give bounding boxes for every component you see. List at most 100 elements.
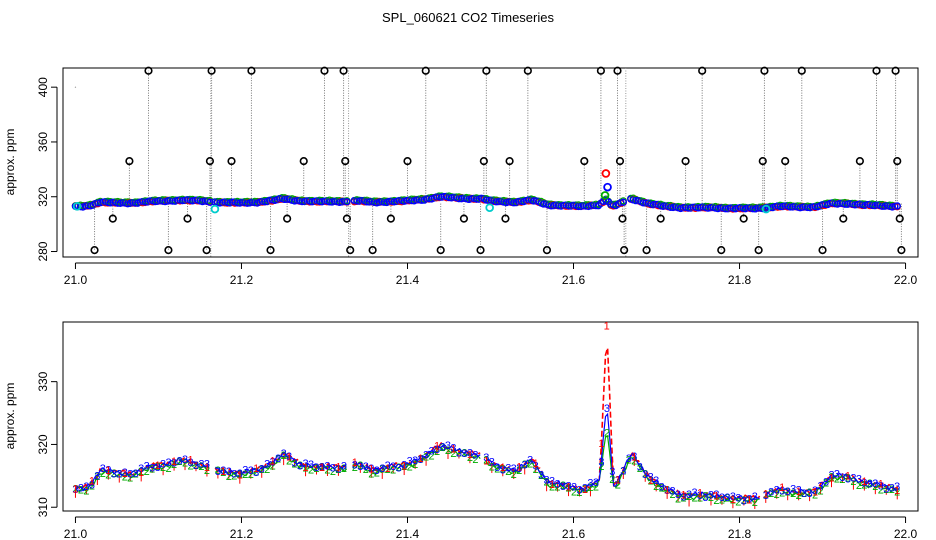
series2-marker: 2	[292, 459, 298, 471]
series1-marker: 1	[122, 468, 128, 480]
series2-marker: 2	[242, 469, 248, 481]
series2-marker: 2	[275, 453, 281, 465]
spike-point	[108, 214, 117, 223]
series3-marker: 3	[861, 478, 867, 490]
series2-marker: 2	[385, 464, 391, 476]
series3-marker: 3	[785, 486, 791, 498]
series3-marker: 3	[396, 463, 402, 475]
series2-marker: 2	[374, 467, 380, 479]
series3-marker: 3	[390, 461, 396, 473]
spike-point	[320, 66, 329, 75]
series3-marker: 3	[483, 452, 489, 464]
series1-marker: 1	[105, 465, 111, 477]
series1-marker: 1	[549, 479, 555, 491]
series1-marker: 1	[533, 458, 539, 470]
highlight-point	[603, 182, 612, 192]
series3-marker: 3	[631, 451, 637, 463]
spike-point	[247, 66, 256, 75]
series3-marker: 3	[505, 463, 511, 475]
series3-marker: 3	[292, 457, 298, 469]
series3-marker: 3	[144, 461, 150, 473]
spike-point	[891, 66, 900, 75]
series2-marker: 2	[166, 463, 172, 475]
spike-point	[505, 157, 514, 166]
spike-point	[717, 246, 726, 255]
series2-marker: 2	[659, 483, 665, 495]
bottom-x-tick-label: 21.2	[230, 527, 254, 540]
series3-marker: 3	[752, 491, 758, 503]
series3-marker: 3	[116, 468, 122, 480]
series3-marker: 3	[768, 487, 774, 499]
series3-marker: 3	[735, 493, 741, 505]
series3-marker: 3	[686, 489, 692, 501]
series3-marker: 3	[867, 478, 873, 490]
spike-point	[681, 157, 690, 166]
series2-marker: 2	[302, 463, 308, 475]
series3-marker: 3	[834, 469, 840, 481]
spike-point	[542, 246, 552, 255]
series3-marker: 3	[160, 458, 166, 470]
series2-marker: 2	[483, 454, 489, 466]
series2-marker: 2	[735, 496, 741, 508]
spike-point	[501, 214, 510, 223]
series3-marker: 3	[259, 463, 265, 475]
series3-point	[206, 198, 214, 206]
series2-marker: 2	[681, 492, 687, 504]
series3-marker: 3	[264, 458, 270, 470]
series2-marker: 2	[790, 488, 796, 500]
series1-marker: 1	[187, 454, 193, 466]
series2-marker: 2	[845, 473, 851, 485]
series3-marker: 3	[149, 462, 155, 474]
top-y-tick-label: 360	[36, 132, 50, 152]
spike-point	[202, 246, 211, 255]
series2-marker: 2	[648, 476, 654, 488]
series2-marker: 2	[155, 461, 161, 473]
series2-marker: 2	[335, 464, 341, 476]
chart-title: SPL_060621 CO2 Timeseries	[382, 10, 554, 25]
series2-marker: 2	[357, 460, 363, 472]
spike-point	[482, 66, 491, 75]
series2-marker: 2	[741, 495, 747, 507]
spike-point	[760, 66, 769, 75]
series2-marker: 2	[889, 484, 895, 496]
series3-marker: 3	[237, 468, 243, 480]
series1-marker: 1	[697, 487, 703, 499]
spike-point	[758, 157, 767, 166]
top-x-tick-label: 22.0	[894, 273, 918, 287]
series3-marker: 3	[450, 443, 456, 455]
series2-marker: 2	[319, 461, 325, 473]
series2-marker: 2	[565, 482, 571, 494]
series2-marker: 2	[363, 464, 369, 476]
series3-marker: 3	[746, 494, 752, 506]
series3-marker: 3	[242, 464, 248, 476]
series2-marker: 2	[412, 459, 418, 471]
series2-marker: 2	[281, 450, 287, 462]
series1-marker: 1	[286, 451, 292, 463]
series2-marker: 2	[872, 481, 878, 493]
series3-marker: 3	[423, 450, 429, 462]
spike-point	[781, 157, 790, 166]
series2-marker: 2	[494, 464, 500, 476]
highlight-point	[601, 169, 611, 178]
series3-marker: 3	[182, 454, 188, 466]
series1-marker: 1	[500, 462, 506, 474]
series2-marker: 2	[116, 468, 122, 480]
series2-marker: 2	[850, 476, 856, 488]
series1-marker: 1	[237, 469, 243, 481]
series3-marker: 3	[850, 473, 856, 485]
series2-marker: 2	[560, 480, 566, 492]
series3-marker: 3	[527, 455, 533, 467]
series3-marker: 3	[620, 465, 626, 477]
series3-marker: 3	[681, 492, 687, 504]
series2-marker: 2	[456, 447, 462, 459]
series2-marker: 2	[604, 428, 610, 440]
series2-marker: 2	[418, 454, 424, 466]
series3-marker: 3	[872, 478, 878, 490]
series2-marker: 2	[653, 481, 659, 493]
series1-marker: 1	[171, 456, 177, 468]
series3-marker: 3	[198, 459, 204, 471]
series2-marker: 2	[878, 485, 884, 497]
series2-marker: 2	[198, 461, 204, 473]
series3-marker: 3	[511, 463, 517, 475]
